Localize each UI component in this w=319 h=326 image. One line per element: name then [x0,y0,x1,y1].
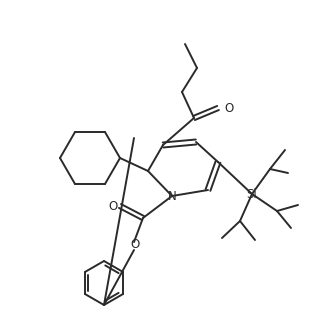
Text: N: N [167,189,176,202]
Text: O: O [224,101,233,114]
Text: O: O [130,239,140,251]
Text: Si: Si [247,187,257,200]
Text: O: O [108,200,118,213]
